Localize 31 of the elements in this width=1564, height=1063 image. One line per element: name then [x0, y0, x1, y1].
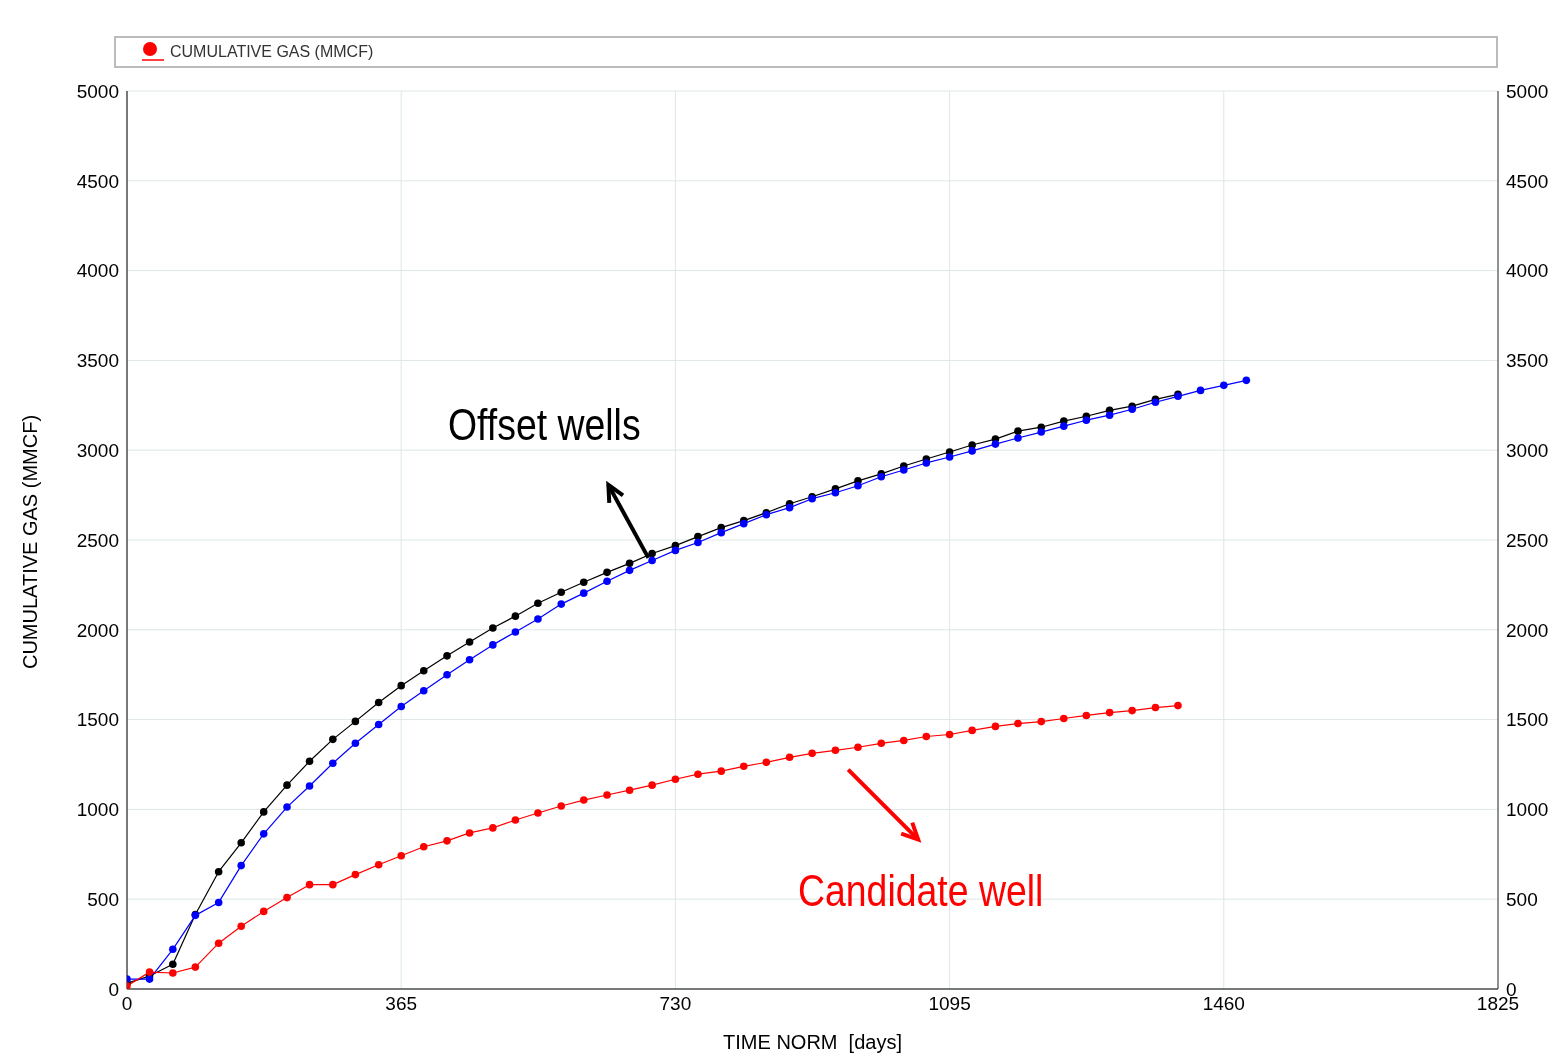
y2-tick-label: 2000: [1506, 619, 1549, 641]
y2-tick-label: 5000: [1506, 80, 1549, 102]
y2-tick-label: 3000: [1506, 439, 1549, 461]
y-tick-label: 1500: [76, 709, 119, 731]
x-tick-label: 1095: [928, 993, 971, 1015]
annotation: Offset wells: [448, 399, 641, 450]
y-axis-title: CUMULATIVE GAS (MMCF): [18, 414, 42, 670]
y-tick-label: 3000: [76, 439, 119, 461]
y-tick-label: 4500: [76, 170, 119, 192]
y-tick-label: 2500: [76, 529, 119, 551]
y2-tick-label: 4000: [1506, 260, 1549, 282]
x-tick-label: 365: [385, 993, 418, 1015]
y-tick-label: 5000: [76, 80, 119, 102]
y-tick-label: 500: [87, 888, 119, 910]
y-tick-label: 4000: [76, 260, 119, 282]
y2-tick-label: 1500: [1506, 709, 1549, 731]
y-tick-label: 0: [108, 978, 119, 1000]
x-tick-label: 730: [659, 993, 692, 1015]
legend-label: CUMULATIVE GAS (MMCF): [170, 43, 374, 61]
y2-tick-label: 4500: [1506, 170, 1549, 192]
x-tick-label: 1460: [1202, 993, 1245, 1015]
y-tick-label: 3500: [76, 350, 119, 372]
annotation: Candidate well: [798, 865, 1044, 916]
y2-tick-label: 1000: [1506, 799, 1549, 821]
y2-tick-label: 3500: [1506, 350, 1549, 372]
y-tick-label: 2000: [76, 619, 119, 641]
y2-tick-label: 2500: [1506, 529, 1549, 551]
y-tick-label: 1000: [76, 799, 119, 821]
x-axis-title: TIME NORM [days]: [723, 1031, 902, 1054]
x-tick-label: 0: [121, 993, 133, 1015]
y2-tick-label: 500: [1506, 888, 1538, 910]
